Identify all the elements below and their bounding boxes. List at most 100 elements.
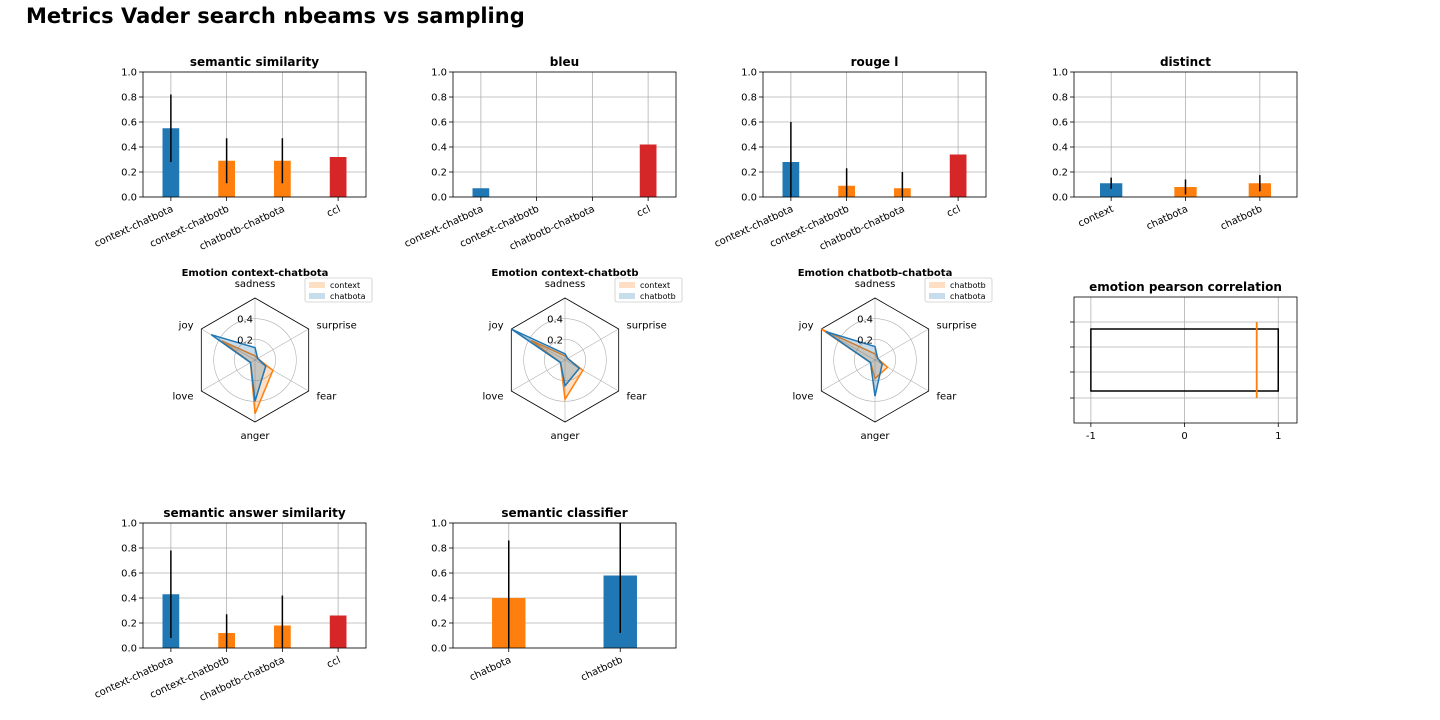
bar-ccl	[329, 615, 347, 648]
chart-title: semantic similarity	[190, 55, 319, 69]
x-tick-label: ccl	[325, 655, 342, 671]
x-tick-label: chatbota	[1145, 204, 1190, 233]
x-tick-label: ccl	[325, 204, 342, 220]
chart-semantic-classifier: 0.0 0.2 0.4 0.6 0.8 1.0 chatbota chatbotb semant…	[431, 506, 677, 684]
radar-series-chatbotb	[510, 328, 581, 388]
chart-title: Emotion chatbotb-chatbota	[798, 268, 953, 279]
y-tick-label: 0.8	[431, 93, 447, 104]
chart-emotion-chatbotb-chatbota: 0.2 0.4 sadness surprise fear anger love joy Emo…	[793, 268, 993, 442]
y-tick-label: 0.8	[1052, 93, 1068, 104]
y-tick-label: 0.6	[121, 118, 137, 129]
y-tick-label: 0.8	[741, 93, 757, 104]
chart-emotion-context-chatbota: 0.2 0.4 sadness surprise fear anger love joy Emo…	[173, 268, 373, 442]
radar-axis-label: sadness	[235, 279, 276, 290]
y-tick-label: 0.0	[741, 193, 757, 204]
y-tick-label: 0.2	[431, 619, 447, 630]
radial-spoke	[511, 359, 566, 392]
y-tick-label: 0.2	[121, 168, 137, 179]
radar-axis-label: surprise	[936, 321, 976, 332]
radar-axis-label: surprise	[316, 321, 356, 332]
radial-tick-label: 0.2	[857, 335, 873, 346]
bar-ccl	[329, 157, 347, 197]
radial-tick-label: 0.2	[237, 335, 253, 346]
legend-label: context	[640, 281, 670, 290]
bar-context	[1100, 183, 1123, 197]
y-tick-label: 0.4	[121, 594, 137, 605]
radar-axis-label: fear	[316, 392, 337, 403]
radar-axis-label: joy	[488, 321, 504, 332]
x-tick-label: ccl	[945, 204, 962, 220]
y-tick-label: 0.6	[121, 569, 137, 580]
chart-semantic-similarity: 0.00.20.40.60.81.0context-chatbotacontex…	[93, 55, 367, 253]
y-tick-label: 0.6	[741, 118, 757, 129]
radial-spoke	[201, 359, 256, 392]
chart-emotion-pearson-correlation: -1 0 1 emotion pearson correlation	[1070, 280, 1298, 442]
y-tick-label: 0.6	[1052, 118, 1068, 129]
radar-axis-label: anger	[860, 431, 890, 442]
radar-axis-label: joy	[798, 321, 814, 332]
y-tick-label: 0.6	[431, 118, 447, 129]
y-tick-label: 0.8	[121, 544, 137, 555]
chart-title: semantic classifier	[501, 506, 627, 520]
radar-frame	[200, 297, 310, 423]
chart-title: bleu	[550, 55, 579, 69]
axes-frame	[1073, 296, 1298, 424]
chart-rouge-l: 0.00.20.40.60.81.0context-chatbotacontex…	[713, 55, 987, 253]
radar-axis-label: sadness	[545, 279, 586, 290]
y-tick-label: 0.4	[121, 143, 137, 154]
y-tick-label: 0.2	[741, 168, 757, 179]
legend-swatch-chatbota	[309, 293, 325, 299]
radial-spoke	[564, 328, 619, 361]
y-tick-label: 0.0	[431, 644, 447, 655]
y-tick-label: 0.0	[1052, 193, 1068, 204]
radar-axis-label: anger	[550, 431, 580, 442]
chart-title: distinct	[1160, 55, 1211, 69]
chart-title: emotion pearson correlation	[1089, 280, 1282, 294]
y-tick-label: 1.0	[431, 68, 447, 79]
y-tick-label: 0.0	[431, 193, 447, 204]
x-tick-label: context	[1077, 204, 1116, 230]
figure-title: Metrics Vader search nbeams vs sampling	[26, 4, 525, 28]
y-tick-label: 0.2	[431, 168, 447, 179]
chart-title: rouge l	[851, 55, 899, 69]
legend-label: chatbotb	[640, 292, 676, 301]
y-tick-label: 0.8	[121, 93, 137, 104]
chart-emotion-context-chatbotb: 0.2 0.4 sadness surprise fear anger love joy Emo…	[483, 268, 683, 442]
legend-label: chatbota	[950, 292, 986, 301]
radial-tick-label: 0.4	[857, 315, 873, 326]
x-tick-label: -1	[1086, 431, 1096, 442]
axes-frame	[452, 522, 677, 649]
radial-spoke	[874, 328, 929, 361]
radar-axis-label: anger	[240, 431, 270, 442]
legend-swatch-chatbotb	[619, 293, 635, 299]
chart-semantic-answer-similarity: 0.00.20.40.60.81.0context-chatbotacontex…	[93, 506, 367, 704]
x-tick-label: chatbota	[468, 655, 513, 684]
legend-box	[614, 277, 683, 303]
axes-frame	[142, 71, 367, 198]
radar-axis-label: fear	[936, 392, 957, 403]
x-tick-label: chatbotb	[579, 655, 624, 684]
y-tick-label: 0.0	[121, 193, 137, 204]
radar-axis-label: joy	[178, 321, 194, 332]
y-tick-label: 0.2	[1052, 168, 1068, 179]
radar-axis-label: love	[173, 392, 194, 403]
x-tick-label: 0	[1181, 431, 1187, 442]
y-tick-label: 1.0	[121, 519, 137, 530]
x-tick-label: 1	[1275, 431, 1281, 442]
legend-label: chatbotb	[950, 281, 986, 290]
radial-spoke	[254, 328, 309, 361]
y-tick-label: 0.2	[121, 619, 137, 630]
x-tick-label: ccl	[635, 204, 652, 220]
axes-frame	[762, 71, 987, 198]
x-tick-label: chatbotb	[1219, 204, 1264, 233]
radar-axis-label: surprise	[626, 321, 666, 332]
radial-spoke	[511, 328, 566, 361]
chart-title: Emotion context-chatbotb	[491, 268, 638, 279]
radial-tick-label: 0.4	[547, 315, 563, 326]
legend-swatch-context	[619, 282, 635, 288]
y-tick-label: 1.0	[121, 68, 137, 79]
axes-frame	[142, 522, 367, 649]
chart-distinct: 0.0 0.2 0.4 0.6 0.8 1.0 context chatbota chatbot…	[1052, 55, 1298, 233]
radial-spoke	[821, 359, 876, 392]
